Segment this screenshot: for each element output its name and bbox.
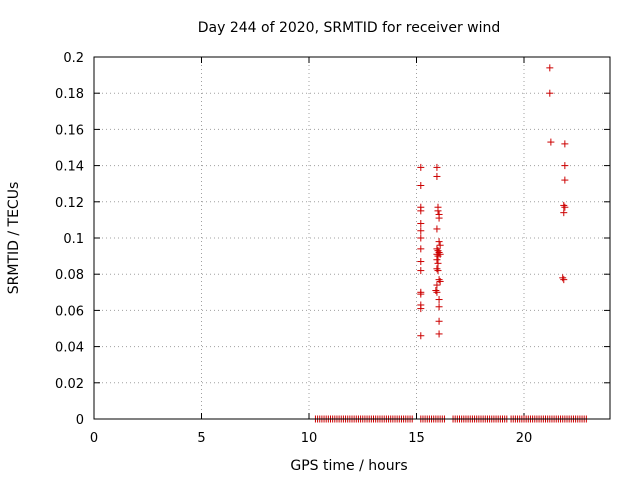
data-point: [434, 267, 442, 275]
data-point: [432, 286, 440, 294]
data-point: [417, 182, 425, 190]
data-point: [435, 330, 443, 338]
data-point: [433, 265, 441, 273]
data-point: [561, 176, 569, 184]
y-tick-label: 0.1: [63, 232, 84, 247]
data-point: [433, 281, 441, 289]
y-tick-label: 0: [76, 413, 84, 428]
y-axis-label: SRMTID / TECUs: [6, 182, 22, 295]
data-point: [417, 163, 425, 171]
data-point: [433, 288, 441, 296]
x-tick-label: 10: [301, 431, 318, 446]
data-point: [433, 256, 441, 264]
data-point: [417, 245, 425, 253]
data-point: [559, 274, 567, 282]
data-point: [417, 220, 425, 228]
data-point: [417, 267, 425, 275]
chart-title: Day 244 of 2020, SRMTID for receiver win…: [198, 20, 501, 36]
data-point: [560, 276, 568, 284]
data-point: [561, 203, 569, 211]
data-point: [561, 140, 569, 148]
axis-ticks: 0 0.02 0.04 0.06 0.08 0.1 0.12 0.14 0.16 0.18 0.2 0…: [55, 51, 610, 446]
data-point: [435, 276, 443, 284]
data-point: [417, 332, 425, 340]
data-point: [547, 138, 555, 146]
data-point: [546, 89, 554, 97]
x-tick-label: 20: [516, 431, 533, 446]
data-point: [435, 214, 443, 222]
data-point: [435, 238, 443, 246]
data-point: [434, 259, 442, 267]
data-point: [561, 162, 569, 170]
data-point: [417, 207, 425, 215]
data-point: [433, 172, 441, 180]
x-tick-label: 15: [408, 431, 425, 446]
x-tick-label: 5: [197, 431, 205, 446]
data-points: [311, 64, 590, 423]
grid-lines: [94, 57, 610, 419]
data-point: [435, 317, 443, 325]
x-tick-label: 0: [90, 431, 98, 446]
data-point: [434, 252, 442, 260]
data-point: [417, 290, 425, 298]
data-point: [436, 241, 444, 249]
y-tick-label: 0.02: [55, 377, 84, 392]
data-point: [560, 201, 568, 209]
plot-frame: [93, 56, 611, 420]
data-point: [417, 258, 425, 266]
y-tick-label: 0.12: [55, 196, 84, 211]
y-tick-label: 0.08: [55, 268, 84, 283]
y-tick-label: 0.06: [55, 304, 84, 319]
data-point: [436, 277, 444, 285]
data-point: [435, 303, 443, 311]
data-point: [435, 296, 443, 304]
data-point: [417, 227, 425, 235]
data-point: [417, 234, 425, 242]
y-tick-label: 0.2: [63, 51, 84, 66]
data-point: [433, 163, 441, 171]
data-point: [434, 207, 442, 215]
y-tick-label: 0.14: [55, 160, 84, 175]
x-axis-label: GPS time / hours: [290, 458, 407, 474]
data-point: [433, 225, 441, 233]
data-point: [417, 305, 425, 313]
y-tick-label: 0.16: [55, 123, 84, 138]
data-point: [560, 209, 568, 217]
data-point: [546, 64, 554, 72]
y-tick-label: 0.04: [55, 341, 84, 356]
y-tick-label: 0.18: [55, 87, 84, 102]
